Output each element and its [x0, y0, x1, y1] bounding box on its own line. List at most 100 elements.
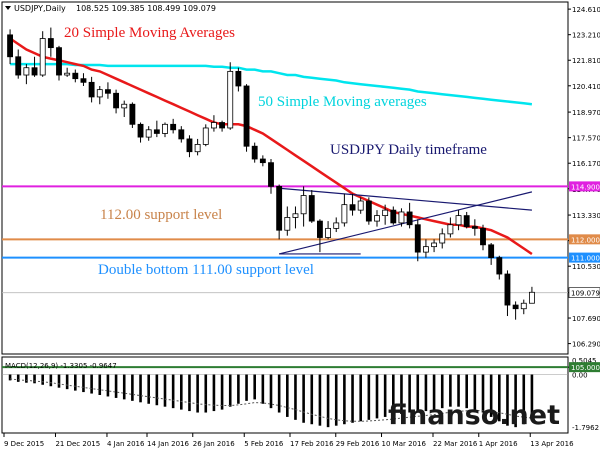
candle-bull [145, 129, 152, 138]
macd-bar [294, 374, 297, 420]
macd-bar [33, 374, 36, 384]
sma20-line [9, 37, 533, 256]
candle-bear [308, 195, 315, 222]
candle-bear [365, 200, 372, 222]
sma-layer [9, 37, 533, 256]
candle-bull [64, 72, 71, 76]
macd-bar [359, 374, 362, 422]
candle-bear [15, 56, 22, 76]
x-tick-label: 1 Apr 2016 [479, 440, 518, 448]
macd-bar [383, 374, 387, 417]
macd-bar [212, 374, 216, 412]
sma20-annotation: 20 Simple Moving Averages [64, 25, 235, 41]
macd-bar [139, 374, 142, 403]
candle-bear [480, 227, 486, 246]
candle-bear [186, 138, 193, 153]
macd-bar [343, 374, 346, 425]
candle-bull [528, 291, 535, 304]
y-tick-label: 120.410 [572, 83, 600, 91]
macd-bar [286, 374, 289, 417]
candle-bull [23, 67, 30, 76]
price-tag [568, 287, 600, 298]
candle-bear [471, 226, 478, 229]
macd-bar [530, 374, 534, 420]
candle-bear [104, 89, 111, 94]
macd-bar [334, 374, 338, 426]
candle-bull [341, 204, 348, 224]
levels-layer [2, 185, 568, 369]
candle-bull [447, 224, 454, 235]
macd-bar [326, 374, 330, 428]
macd-y-tick-label: 0.5045 [572, 357, 597, 365]
candle-bear [235, 70, 242, 87]
macd-plot-frame [1, 356, 569, 434]
timeframe-annotation: USDJPY Daily timeframe [330, 142, 487, 158]
y-tick-label: 116.170 [572, 160, 600, 168]
macd-bar [180, 374, 183, 410]
candle-bear [153, 129, 160, 134]
x-tick-label: 4 Jan 2016 [107, 440, 145, 448]
candle-bear [406, 211, 413, 226]
macd-bar [392, 374, 395, 416]
macd-bar [49, 374, 53, 387]
macd-bar [25, 374, 28, 383]
collapse-triangle-icon[interactable] [5, 6, 11, 10]
macd-bar [489, 374, 493, 417]
macd-bar [98, 374, 102, 395]
candle-bull [357, 200, 364, 211]
y-tick-label: 106.290 [572, 341, 600, 349]
price-tag [569, 252, 600, 263]
candle-bear [276, 185, 283, 231]
candle-bear [316, 220, 323, 238]
macd-bar [245, 374, 248, 401]
y-tick-label: 117.570 [572, 135, 600, 143]
macd-bar [131, 374, 134, 401]
macd-label: MACD(12,26,9) -1.3305 -0.9647 [5, 362, 117, 370]
candle-bear [88, 81, 95, 98]
macd-bar [522, 374, 526, 425]
trendline-2 [279, 187, 532, 211]
candle-bear [137, 123, 144, 138]
y-tick-label: 121.810 [572, 57, 600, 65]
macd-bar [506, 374, 509, 426]
price-tag-label: 111.000 [571, 255, 600, 263]
macd-bar [318, 374, 322, 426]
macd-bar [220, 374, 224, 410]
x-tick-label: 26 Jan 2016 [193, 440, 236, 448]
candle-bull [121, 103, 128, 109]
macd-bar [106, 374, 110, 397]
macd-bar [440, 374, 444, 409]
candle-bull [455, 215, 462, 226]
candle-bull [431, 242, 438, 248]
candle-bear [129, 103, 136, 125]
macd-bar [228, 374, 232, 407]
candle-bear [219, 122, 226, 129]
macd-bar [74, 374, 77, 391]
macd-bar [375, 374, 379, 419]
y-tick-label: 124.610 [572, 6, 600, 14]
candle-bear [31, 67, 38, 76]
macd-bar [269, 374, 273, 409]
macd-bar [424, 374, 428, 412]
candle-bull [300, 195, 307, 215]
candle-bull [210, 122, 217, 129]
macd-bar [253, 374, 256, 400]
price-tag-label: 114.900 [571, 183, 600, 191]
macd-bar [498, 374, 501, 422]
macd-layer: 0.5045 0.00 -1.7962 [2, 357, 599, 432]
macd-bar [408, 374, 411, 413]
y-tick-label: 118.970 [572, 109, 600, 117]
x-tick-label: 5 Feb 2016 [244, 440, 284, 448]
x-tick-label: 22 Mar 2016 [433, 440, 478, 448]
trendline-1 [279, 191, 533, 255]
candle-bull [422, 246, 429, 253]
macd-bar [114, 374, 118, 398]
candle-bull [333, 222, 340, 229]
symbol-label: USDJPY,Daily [14, 4, 66, 13]
price-tag-label: 109.079 [571, 290, 600, 298]
candle-bear [504, 273, 511, 306]
candle-bull [325, 227, 332, 238]
macd-bar [261, 374, 265, 404]
macd-bar [82, 374, 85, 393]
